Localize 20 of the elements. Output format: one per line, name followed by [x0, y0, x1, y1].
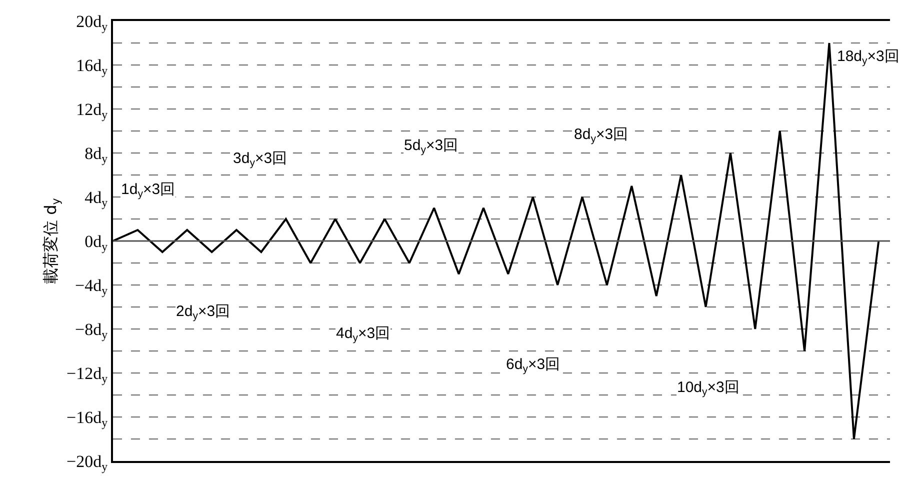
y-tick-label: −20d$_{y}$	[66, 452, 108, 474]
y-tick-label: −12d$_{y}$	[66, 364, 108, 386]
annotation: 4d$_{y}$×3回	[336, 325, 390, 344]
annotation: 5d$_{y}$×3回	[404, 137, 458, 156]
annotation: 2d$_{y}$×3回	[176, 303, 230, 322]
annotation: 10d$_{y}$×3回	[677, 379, 740, 398]
y-tick-label: −8d$_{y}$	[75, 320, 108, 342]
annotation: 8d$_{y}$×3回	[574, 126, 628, 146]
annotation: 1d$_{y}$×3回	[121, 181, 176, 200]
y-tick-label: 8d$_{y}$	[84, 144, 108, 166]
y-tick-label: −4d$_{y}$	[75, 276, 108, 298]
y-tick-label: 0d$_{y}$	[84, 232, 108, 254]
y-tick-label: 12d$_{y}$	[76, 100, 108, 122]
annotation: 6d$_{y}$×3回	[506, 356, 560, 376]
annotation: 18d$_{y}$×3回	[837, 48, 900, 68]
y-tick-label: −16d$_{y}$	[66, 408, 108, 430]
y-tick-label: 20d$_{y}$	[76, 12, 108, 34]
y-tick-label: 4d$_{y}$	[84, 188, 108, 210]
annotation: 3d$_{y}$×3回	[233, 150, 288, 170]
y-tick-label: 16d$_{y}$	[76, 56, 108, 78]
